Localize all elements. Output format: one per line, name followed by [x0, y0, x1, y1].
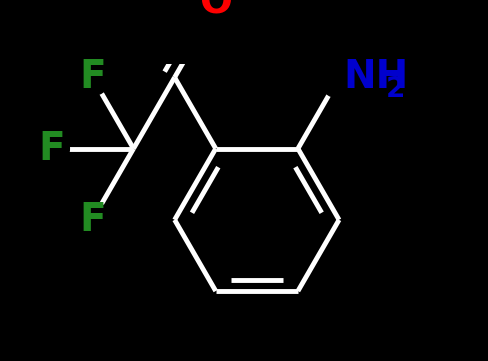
Text: F: F	[79, 201, 105, 239]
Circle shape	[318, 57, 359, 98]
Circle shape	[197, 0, 233, 24]
Circle shape	[74, 202, 110, 238]
Circle shape	[74, 59, 110, 96]
Text: F: F	[79, 58, 105, 96]
Text: F: F	[38, 130, 64, 168]
Text: 2: 2	[385, 75, 405, 103]
Circle shape	[33, 131, 69, 167]
Text: O: O	[199, 0, 232, 21]
Text: NH: NH	[343, 58, 407, 96]
